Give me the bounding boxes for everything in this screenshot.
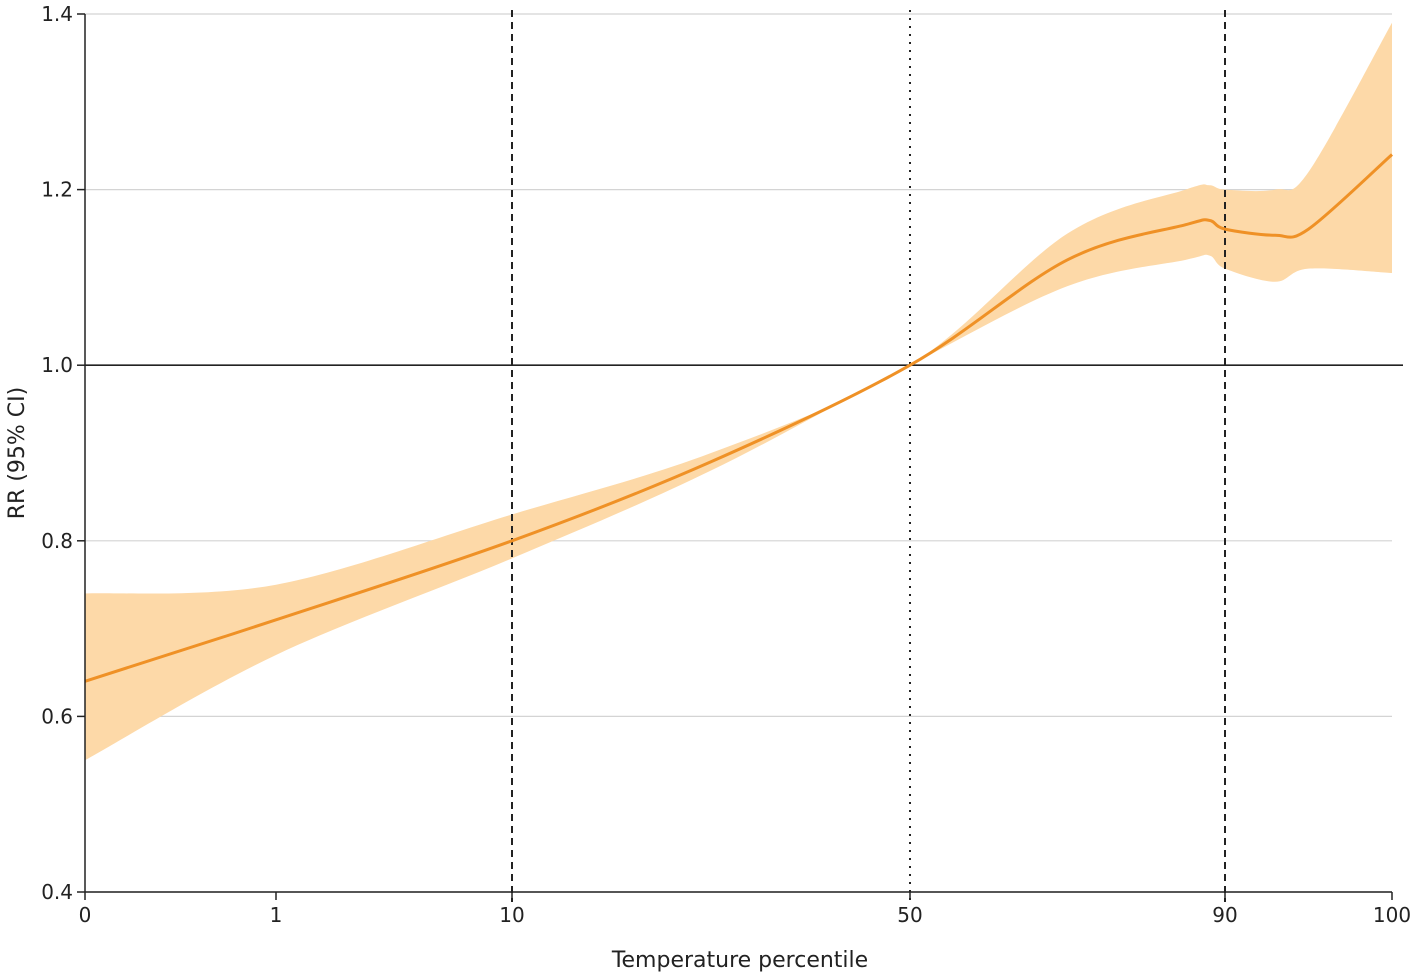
y-tick-label: 1.4: [41, 2, 73, 26]
x-tick-label: 100: [1373, 903, 1411, 927]
x-tick-label: 1: [270, 903, 283, 927]
y-tick-label: 0.6: [41, 704, 73, 728]
x-axis-title: Temperature percentile: [611, 948, 868, 973]
y-tick-label: 0.8: [41, 529, 73, 553]
rr-series-line: [84, 153, 1393, 683]
y-axis-title: RR (95% CI): [5, 387, 30, 519]
band-layer: [85, 22, 1392, 761]
axis-layer: [84, 14, 1392, 893]
confidence-band: [85, 22, 1392, 761]
x-tick-label: 50: [897, 903, 922, 927]
y-tick-label: 1.2: [41, 178, 73, 202]
x-tick-label: 0: [79, 903, 92, 927]
y-tick-label: 1.0: [41, 353, 73, 377]
x-tick-label: 90: [1212, 903, 1237, 927]
tick-layer: 0.4 0.6 0.8 1.0 1.2 1.4 0 1 10 50 90 100: [41, 2, 1411, 927]
y-tick-label: 0.4: [41, 880, 73, 904]
line-layer: [84, 153, 1393, 683]
x-tick-label: 10: [499, 903, 524, 927]
vertical-lines-layer: [511, 10, 1226, 902]
